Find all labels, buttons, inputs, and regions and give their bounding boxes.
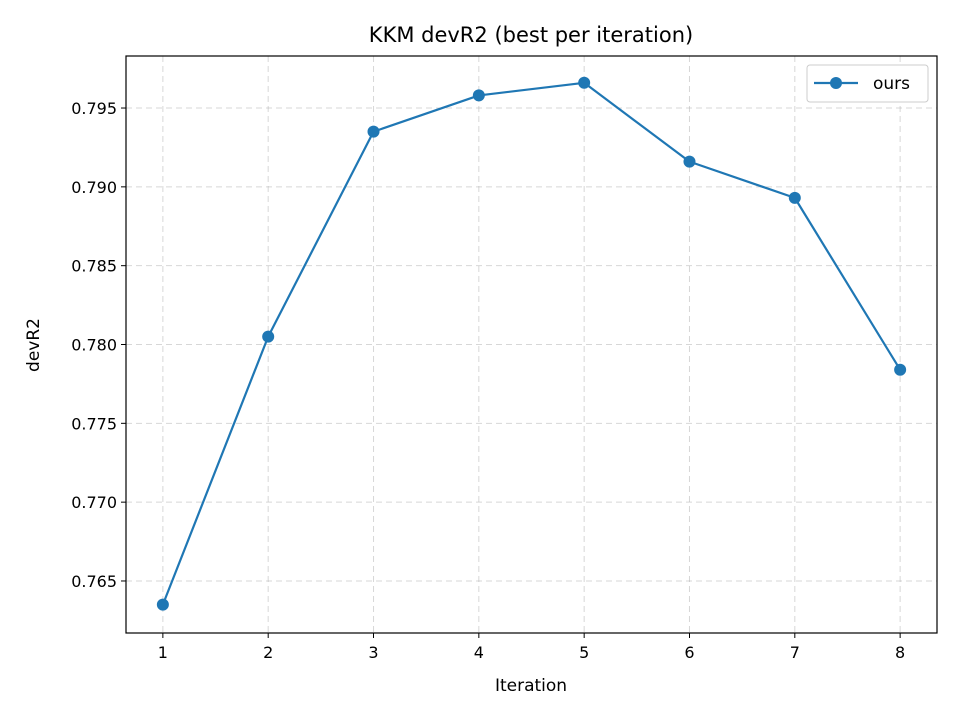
data-point bbox=[472, 89, 485, 102]
data-point bbox=[788, 191, 801, 204]
chart-title: KKM devR2 (best per iteration) bbox=[369, 23, 693, 47]
x-tick-label: 7 bbox=[790, 643, 800, 662]
x-tick-label: 8 bbox=[895, 643, 905, 662]
x-tick-label: 1 bbox=[158, 643, 168, 662]
data-point bbox=[367, 125, 380, 138]
legend: ours bbox=[806, 64, 929, 103]
y-tick-label: 0.795 bbox=[71, 99, 117, 118]
x-axis: 1 2 3 4 5 6 7 8 bbox=[158, 633, 905, 662]
y-tick-label: 0.785 bbox=[71, 257, 117, 276]
x-axis-label: Iteration bbox=[495, 676, 567, 696]
x-tick-label: 4 bbox=[474, 643, 484, 662]
y-tick-label: 0.775 bbox=[71, 414, 117, 433]
data-point bbox=[578, 76, 591, 89]
data-point bbox=[683, 155, 696, 168]
series-line-ours bbox=[161, 81, 902, 606]
y-tick-label: 0.765 bbox=[71, 572, 117, 591]
y-tick-label: 0.780 bbox=[71, 336, 117, 355]
data-point bbox=[156, 598, 169, 611]
legend-marker bbox=[830, 77, 842, 89]
x-tick-label: 5 bbox=[579, 643, 589, 662]
x-tick-label: 6 bbox=[684, 643, 694, 662]
series-layer bbox=[156, 76, 907, 611]
legend-label-ours: ours bbox=[873, 74, 910, 94]
y-tick-label: 0.790 bbox=[71, 178, 117, 197]
x-tick-label: 2 bbox=[263, 643, 273, 662]
data-point bbox=[894, 363, 907, 376]
grid bbox=[126, 56, 937, 633]
legend-box bbox=[806, 64, 929, 103]
y-tick-label: 0.770 bbox=[71, 493, 117, 512]
y-axis-label: devR2 bbox=[24, 318, 44, 372]
data-point bbox=[262, 330, 275, 343]
y-axis: 0.765 0.770 0.775 0.780 0.785 0.790 0.795 bbox=[71, 99, 126, 591]
x-tick-label: 3 bbox=[368, 643, 378, 662]
